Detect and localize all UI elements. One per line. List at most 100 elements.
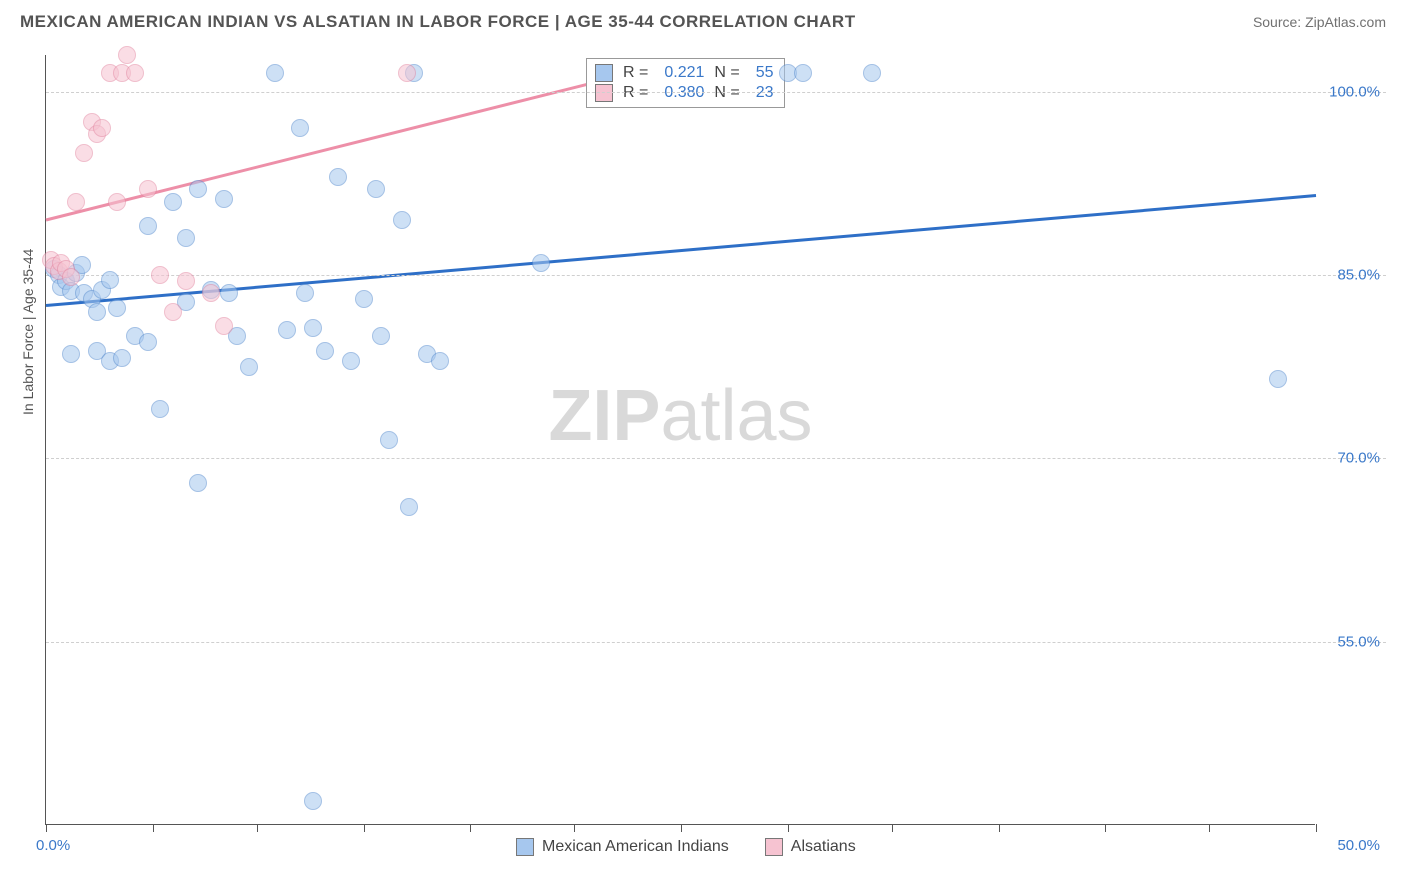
n-value: 55 xyxy=(756,64,774,82)
y-tick-label: 55.0% xyxy=(1337,633,1380,650)
y-tick-label: 85.0% xyxy=(1337,267,1380,284)
x-tick-label-min: 0.0% xyxy=(36,837,70,854)
scatter-point xyxy=(304,792,322,810)
scatter-point xyxy=(400,498,418,516)
series-legend: Mexican American Indians Alsatians xyxy=(516,838,856,856)
scatter-point xyxy=(794,64,812,82)
scatter-point xyxy=(177,229,195,247)
scatter-point xyxy=(62,268,80,286)
x-tick xyxy=(1105,824,1106,832)
gridline xyxy=(46,92,1386,93)
x-tick xyxy=(364,824,365,832)
x-tick xyxy=(46,824,47,832)
swatch-pink xyxy=(765,838,783,856)
scatter-point xyxy=(202,284,220,302)
x-tick xyxy=(788,824,789,832)
plot-area: ZIPatlas R =0.221N =55R =0.380N =23 Mexi… xyxy=(45,55,1315,825)
scatter-point xyxy=(278,321,296,339)
legend-item-pink: Alsatians xyxy=(765,838,856,856)
scatter-point xyxy=(126,64,144,82)
scatter-point xyxy=(101,271,119,289)
stats-row: R = 0.380 N = 23 xyxy=(595,83,774,103)
x-tick xyxy=(257,824,258,832)
scatter-point xyxy=(139,217,157,235)
legend-item-blue: Mexican American Indians xyxy=(516,838,729,856)
scatter-point xyxy=(151,400,169,418)
x-tick xyxy=(681,824,682,832)
r-label: R = xyxy=(623,84,648,102)
gridline xyxy=(46,458,1386,459)
scatter-point xyxy=(88,303,106,321)
scatter-point xyxy=(329,168,347,186)
scatter-point xyxy=(393,211,411,229)
x-tick xyxy=(999,824,1000,832)
scatter-point xyxy=(164,303,182,321)
source-value: ZipAtlas.com xyxy=(1305,14,1386,30)
scatter-point xyxy=(62,345,80,363)
stats-row: R = 0.221 N = 55 xyxy=(595,63,774,83)
plot-wrap: In Labor Force | Age 35-44 ZIPatlas R =0… xyxy=(45,55,1385,825)
scatter-point xyxy=(372,327,390,345)
legend-label-blue: Mexican American Indians xyxy=(542,838,729,856)
x-tick xyxy=(574,824,575,832)
scatter-point xyxy=(398,64,416,82)
r-value: 0.221 xyxy=(664,64,704,82)
y-tick-label: 100.0% xyxy=(1329,83,1380,100)
title-bar: MEXICAN AMERICAN INDIAN VS ALSATIAN IN L… xyxy=(0,0,1406,42)
n-value: 23 xyxy=(756,84,774,102)
y-axis-title: In Labor Force | Age 35-44 xyxy=(20,249,36,415)
scatter-point xyxy=(118,46,136,64)
scatter-point xyxy=(220,284,238,302)
scatter-point xyxy=(1269,370,1287,388)
legend-label-pink: Alsatians xyxy=(791,838,856,856)
scatter-point xyxy=(355,290,373,308)
scatter-point xyxy=(108,299,126,317)
source-label: Source: xyxy=(1253,14,1305,30)
x-tick xyxy=(1316,824,1317,832)
scatter-point xyxy=(113,349,131,367)
scatter-point xyxy=(164,193,182,211)
gridline xyxy=(46,275,1386,276)
scatter-point xyxy=(266,64,284,82)
scatter-point xyxy=(240,358,258,376)
x-tick xyxy=(1209,824,1210,832)
scatter-point xyxy=(177,272,195,290)
n-label: N = xyxy=(714,64,739,82)
swatch-blue xyxy=(516,838,534,856)
scatter-point xyxy=(215,190,233,208)
scatter-point xyxy=(291,119,309,137)
scatter-point xyxy=(189,180,207,198)
trend-lines xyxy=(46,55,1316,825)
scatter-point xyxy=(189,474,207,492)
scatter-point xyxy=(532,254,550,272)
n-label: N = xyxy=(714,84,739,102)
scatter-point xyxy=(139,333,157,351)
trend-line xyxy=(46,67,656,220)
scatter-point xyxy=(431,352,449,370)
scatter-point xyxy=(108,193,126,211)
scatter-point xyxy=(75,144,93,162)
x-tick xyxy=(153,824,154,832)
x-tick xyxy=(470,824,471,832)
r-label: R = xyxy=(623,64,648,82)
gridline xyxy=(46,642,1386,643)
swatch-blue xyxy=(595,64,613,82)
x-tick xyxy=(892,824,893,832)
scatter-point xyxy=(67,193,85,211)
scatter-point xyxy=(316,342,334,360)
scatter-point xyxy=(863,64,881,82)
scatter-point xyxy=(296,284,314,302)
scatter-point xyxy=(367,180,385,198)
correlation-stats-box: R = 0.221 N = 55 R = 0.380 N = 23 xyxy=(586,58,785,108)
scatter-point xyxy=(380,431,398,449)
scatter-point xyxy=(93,119,111,137)
y-tick-label: 70.0% xyxy=(1337,450,1380,467)
r-value: 0.380 xyxy=(664,84,704,102)
x-tick-label-max: 50.0% xyxy=(1337,837,1380,854)
source-attribution: Source: ZipAtlas.com xyxy=(1253,14,1386,30)
scatter-point xyxy=(342,352,360,370)
chart-title: MEXICAN AMERICAN INDIAN VS ALSATIAN IN L… xyxy=(20,12,856,32)
scatter-point xyxy=(139,180,157,198)
swatch-pink xyxy=(595,84,613,102)
scatter-point xyxy=(304,319,322,337)
